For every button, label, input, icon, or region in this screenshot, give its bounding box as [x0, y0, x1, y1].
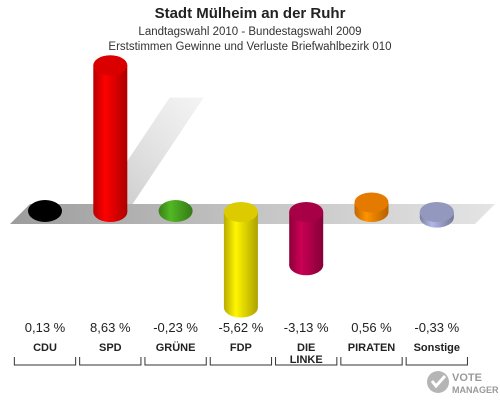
category-bracket	[405, 357, 468, 366]
bar	[354, 192, 389, 222]
bar-bottom	[93, 202, 128, 222]
value-label: -3,13 %	[284, 320, 329, 335]
category-label: CDU	[33, 342, 57, 354]
bar-cap	[93, 55, 128, 76]
value-label: 0,56 %	[351, 320, 392, 335]
bar-bottom	[223, 297, 258, 318]
value-label: 8,63 %	[90, 320, 131, 335]
category-bracket	[13, 357, 77, 366]
category-label: SPD	[99, 342, 122, 354]
value-label: 0,13 %	[25, 320, 66, 335]
category-bracket	[275, 357, 338, 366]
bar-disc	[158, 200, 193, 222]
chart-subtitle-1: Landtagswahl 2010 - Bundestagswahl 2009	[138, 26, 361, 38]
bar	[223, 202, 258, 318]
bars	[28, 55, 454, 318]
category-label: Sonstige	[414, 342, 460, 354]
bar	[289, 202, 324, 276]
watermark-line-2: MANAGER	[452, 385, 499, 395]
bar-body	[223, 212, 258, 308]
bar-bottom	[289, 255, 324, 276]
chart-subtitle-2: Erststimmen Gewinne und Verluste Briefwa…	[108, 41, 391, 53]
bar	[28, 200, 62, 222]
category-label-line-2: LINKE	[290, 354, 323, 366]
category-label: GRÜNE	[156, 341, 196, 354]
bar	[419, 202, 454, 228]
category-bracket	[340, 357, 403, 366]
value-label: -0,23 %	[153, 320, 198, 335]
bar-cap	[289, 202, 324, 222]
category-bracket	[79, 357, 142, 366]
category-bracket	[209, 357, 273, 366]
category-label: FDP	[230, 342, 252, 354]
watermark-line-1: VOTE	[452, 372, 482, 384]
bar	[93, 55, 128, 222]
bar-cap	[354, 192, 389, 213]
category-label: PIRATEN	[348, 342, 396, 354]
bar	[158, 200, 193, 222]
bar-cap	[223, 202, 258, 222]
value-label: -0,33 %	[414, 320, 459, 335]
value-labels: 0,13 % 8,63 % -0,23 % -5,62 % -3,13 % 0,56 % -…	[25, 320, 460, 335]
watermark: VOTE MANAGER	[427, 371, 499, 395]
category-label: DIE	[297, 342, 315, 354]
category-bracket	[144, 357, 207, 366]
vote-manager-logo-icon	[427, 371, 449, 393]
bar-disc	[28, 200, 62, 222]
bar-cap	[419, 202, 454, 222]
chart-title: Stadt Mülheim an der Ruhr	[155, 5, 346, 22]
bar-body	[93, 65, 128, 212]
value-label: -5,62 %	[218, 320, 263, 335]
